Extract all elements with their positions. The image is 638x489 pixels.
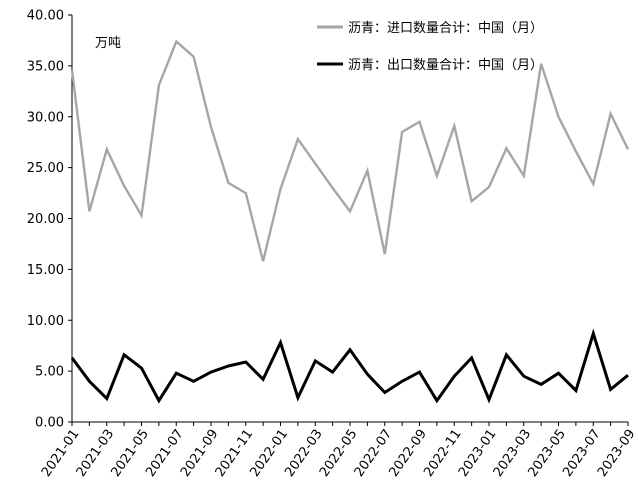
legend-label-export: 沥青：出口数量合计：中国（月）	[348, 58, 543, 73]
y-tick-label: 20.00	[27, 212, 64, 227]
import-series-line	[70, 39, 630, 262]
export-series-line	[70, 328, 629, 404]
series-layer	[70, 39, 630, 404]
y-tick-label: 0.00	[35, 416, 64, 431]
y-axis: 0.00 5.00 10.00 15.00 20.00 25.00 30.00 35.00 40…	[27, 9, 73, 431]
legend-label-import: 沥青：进口数量合计：中国（月）	[348, 21, 543, 36]
y-tick-label: 30.00	[27, 110, 64, 125]
y-tick-label: 40.00	[27, 9, 64, 24]
y-tick-label: 10.00	[27, 314, 64, 329]
y-tick-label: 35.00	[27, 59, 64, 74]
y-tick-label: 5.00	[35, 365, 64, 380]
unit-label: 万吨	[95, 36, 121, 51]
y-tick-label: 25.00	[27, 161, 64, 176]
legend: 沥青：进口数量合计：中国（月） 沥青：出口数量合计：中国（月）	[317, 21, 543, 73]
y-tick-label: 15.00	[27, 263, 64, 278]
x-axis: 2021-012021-032021-052021-072021-092021-…	[39, 421, 638, 480]
